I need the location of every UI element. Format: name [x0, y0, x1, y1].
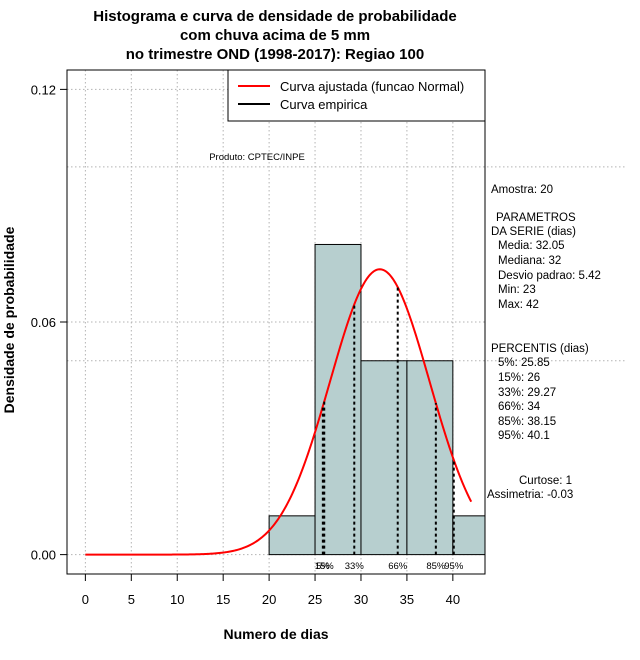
x-tick-label: 10	[170, 592, 184, 607]
stat-params-title-2: DA SERIE (dias)	[491, 226, 576, 238]
x-tick-label: 0	[82, 592, 89, 607]
legend-box	[227, 69, 486, 122]
stat-p95: 95%: 40.1	[498, 430, 550, 442]
stat-params-title-1: PARAMETROS	[496, 212, 576, 224]
legend-label-empirical: Curva empirica	[280, 97, 368, 112]
x-tick-label: 5	[128, 592, 135, 607]
histogram-bar	[314, 243, 362, 556]
stat-assimetria: Assimetria: -0.03	[487, 489, 573, 501]
axis-layer: 0 5 10 15 20 25 30 35 40 0.00 0.06 0.12	[31, 82, 460, 607]
stat-p15: 15%: 26	[498, 372, 540, 384]
histogram-bar	[360, 360, 408, 556]
histogram-bar	[406, 360, 454, 556]
stat-p66: 66%: 34	[498, 401, 541, 413]
stat-max: Max: 42	[498, 299, 539, 311]
stat-p33: 33%: 29.27	[498, 387, 556, 399]
bar-layer	[268, 243, 485, 556]
legend-label-fitted: Curva ajustada (funcao Normal)	[280, 79, 464, 94]
x-axis-label: Numero de dias	[223, 626, 328, 642]
stats-panel: Amostra: 20 PARAMETROS DA SERIE (dias) M…	[487, 184, 601, 501]
x-tick-label: 40	[446, 592, 460, 607]
legend: Curva ajustada (funcao Normal) Curva emp…	[227, 69, 486, 122]
x-tick-label: 15	[216, 592, 230, 607]
x-tick-label: 35	[400, 592, 414, 607]
percentile-label: 15%	[315, 561, 335, 572]
stat-amostra: Amostra: 20	[491, 184, 553, 196]
chart-title-line-3: no trimestre OND (1998-2017): Regiao 100	[126, 46, 424, 63]
x-tick-label: 20	[262, 592, 276, 607]
stat-min: Min: 23	[498, 284, 536, 296]
product-label: Produto: CPTEC/INPE	[209, 152, 305, 163]
y-tick-label: 0.12	[31, 82, 56, 97]
x-tick-label: 25	[308, 592, 322, 607]
percentile-label: 5%	[316, 561, 330, 572]
percentile-label: 95%	[444, 561, 464, 572]
percentile-layer: 5%15% 33% 66% 85%95%	[315, 287, 464, 572]
percentile-label: 33%	[345, 561, 365, 572]
stat-desvio: Desvio padrao: 5.42	[498, 270, 601, 282]
histogram-bar	[452, 515, 485, 556]
chart-title-line-2: com chuva acima de 5 mm	[180, 27, 370, 44]
stat-p85: 85%: 38.15	[498, 416, 556, 428]
y-tick-label: 0.06	[31, 315, 56, 330]
chart-title-line-1: Histograma e curva de densidade de proba…	[93, 8, 456, 25]
percentile-label: 66%	[388, 561, 408, 572]
stat-mediana: Mediana: 32	[498, 255, 561, 267]
normal-curve	[85, 268, 473, 556]
percentile-label: 85%	[426, 561, 446, 572]
curve-layer	[85, 268, 473, 556]
histogram-bars	[268, 243, 485, 556]
y-tick-label: 0.00	[31, 548, 56, 563]
stat-media: Media: 32.05	[498, 240, 565, 252]
stat-p5: 5%: 25.85	[498, 357, 550, 369]
y-axis-label: Densidade de probabilidade	[1, 226, 17, 413]
x-tick-label: 30	[354, 592, 368, 607]
stat-curtose: Curtose: 1	[519, 475, 572, 487]
stat-percentis-title: PERCENTIS (dias)	[491, 343, 589, 355]
